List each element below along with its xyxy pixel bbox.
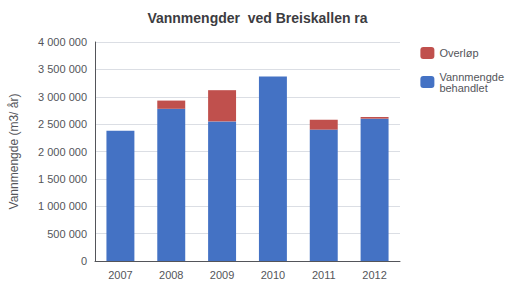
- svg-text:1 000 000: 1 000 000: [38, 200, 87, 212]
- svg-text:2009: 2009: [210, 269, 234, 281]
- svg-text:3 500 000: 3 500 000: [38, 63, 87, 75]
- svg-text:behandlet: behandlet: [439, 82, 487, 94]
- svg-text:2010: 2010: [261, 269, 285, 281]
- svg-text:2011: 2011: [312, 269, 336, 281]
- svg-text:0: 0: [81, 255, 87, 267]
- svg-text:Vannmengde (m3/ år): Vannmengde (m3/ år): [7, 94, 21, 210]
- svg-text:Vannmengde: Vannmengde: [439, 70, 504, 83]
- svg-text:2007: 2007: [108, 269, 132, 281]
- svg-text:500 000: 500 000: [47, 228, 87, 240]
- svg-text:4 000 000: 4 000 000: [38, 36, 87, 48]
- svg-text:2008: 2008: [159, 269, 183, 281]
- svg-text:1 500 000: 1 500 000: [38, 173, 87, 185]
- svg-text:Overløp: Overløp: [439, 47, 478, 59]
- svg-text:2012: 2012: [362, 269, 386, 281]
- svg-text:2 000 000: 2 000 000: [38, 146, 87, 158]
- svg-text:3 000 000: 3 000 000: [38, 91, 87, 103]
- svg-text:2 500 000: 2 500 000: [38, 118, 87, 130]
- svg-text:Vannmengder ved Breiskallen r: Vannmengder ved Breiskallen ra: [147, 10, 367, 26]
